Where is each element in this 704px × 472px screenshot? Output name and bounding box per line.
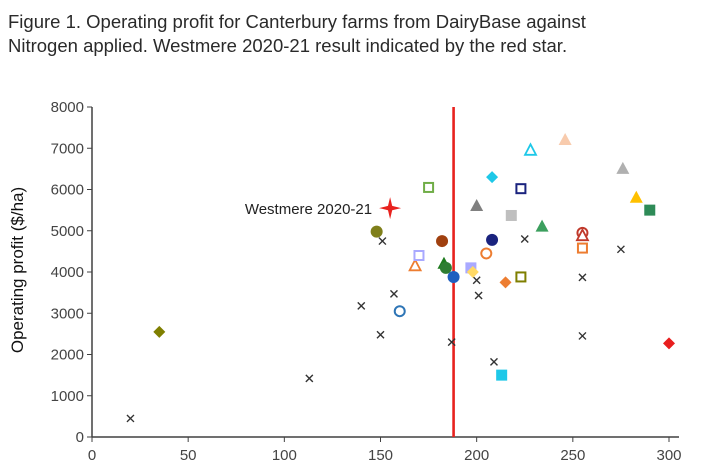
x-tick-label: 100 xyxy=(272,447,297,464)
data-point-cross xyxy=(472,276,481,285)
data-point-triangle xyxy=(535,219,549,232)
axes xyxy=(87,106,679,442)
data-point-triangle-open xyxy=(575,227,590,242)
data-point-square xyxy=(505,209,517,221)
data-point-square xyxy=(644,204,656,216)
figure-title-line-1: Figure 1. Operating profit for Canterbur… xyxy=(8,11,586,32)
data-point-cross xyxy=(578,331,587,340)
data-point-diamond xyxy=(486,171,499,184)
y-tick-label: 2000 xyxy=(51,347,84,364)
data-point-cross xyxy=(389,289,398,298)
data-point-square-open xyxy=(576,242,588,254)
y-tick-label: 8000 xyxy=(51,99,84,116)
y-tick-label: 4000 xyxy=(51,264,84,281)
data-point-triangle-open xyxy=(523,142,538,156)
data-point-square xyxy=(496,369,508,381)
figure-title-line-2: Nitrogen applied. Westmere 2020-21 resul… xyxy=(8,35,568,56)
data-point-triangle xyxy=(629,190,643,203)
data-point-cross xyxy=(489,357,498,366)
x-tick-label: 200 xyxy=(464,447,489,464)
x-tick-label: 50 xyxy=(180,447,197,464)
data-point-triangle xyxy=(470,199,484,211)
data-point-diamond xyxy=(663,337,675,350)
data-point-diamond xyxy=(499,276,512,289)
y-tick-label: 3000 xyxy=(51,305,84,322)
data-point-square xyxy=(465,262,477,274)
y-tick-label: 1000 xyxy=(51,388,84,405)
data-points xyxy=(126,133,675,423)
data-point-cross xyxy=(126,414,135,423)
x-tick-label: 0 xyxy=(88,447,96,464)
data-point-cross xyxy=(474,291,483,300)
data-point-triangle xyxy=(558,133,572,145)
y-axis-title: Operating profit ($/ha) xyxy=(8,187,27,353)
data-point-triangle-open xyxy=(408,257,423,272)
data-point-cross xyxy=(376,330,385,339)
data-point-circle-open xyxy=(480,247,493,260)
data-point-cross xyxy=(378,237,387,246)
x-tick-label: 300 xyxy=(656,447,681,464)
data-point-circle-open xyxy=(393,305,406,318)
y-tick-label: 6000 xyxy=(51,182,84,199)
x-tick-label: 150 xyxy=(368,447,393,464)
y-tick-label: 0 xyxy=(76,429,84,446)
annotation-label: Westmere 2020-21 xyxy=(245,201,372,218)
data-point-cross xyxy=(520,235,529,243)
data-point-square-open xyxy=(515,271,527,283)
data-point-square-open xyxy=(413,250,425,261)
data-point-circle xyxy=(447,270,460,283)
data-point-circle xyxy=(486,233,499,246)
data-point-star xyxy=(379,197,402,220)
annotation-group: Westmere 2020-21 xyxy=(245,201,372,218)
x-tick-label: 250 xyxy=(560,447,585,464)
data-point-cross xyxy=(447,338,456,347)
data-point-circle xyxy=(436,235,449,248)
y-axis-title-group: Operating profit ($/ha) xyxy=(8,187,27,353)
data-point-diamond xyxy=(466,266,479,278)
data-point-square-open xyxy=(423,181,435,193)
data-point-cross xyxy=(578,273,587,282)
data-point-diamond xyxy=(153,325,166,338)
data-point-triangle xyxy=(616,161,630,174)
data-point-circle xyxy=(439,261,452,274)
data-point-cross xyxy=(357,301,366,310)
tick-labels: 0 1000 2000 3000 4000 5000 6000 7000 8000 0 50 100 1… xyxy=(51,99,682,464)
y-tick-label: 5000 xyxy=(51,223,84,240)
figure-title: Figure 1. Operating profit for Canterbur… xyxy=(8,10,698,58)
data-point-cross xyxy=(305,374,314,383)
data-point-cross xyxy=(616,245,625,254)
data-point-square-open xyxy=(515,183,527,195)
y-tick-label: 7000 xyxy=(51,140,84,157)
data-point-circle xyxy=(370,225,383,238)
